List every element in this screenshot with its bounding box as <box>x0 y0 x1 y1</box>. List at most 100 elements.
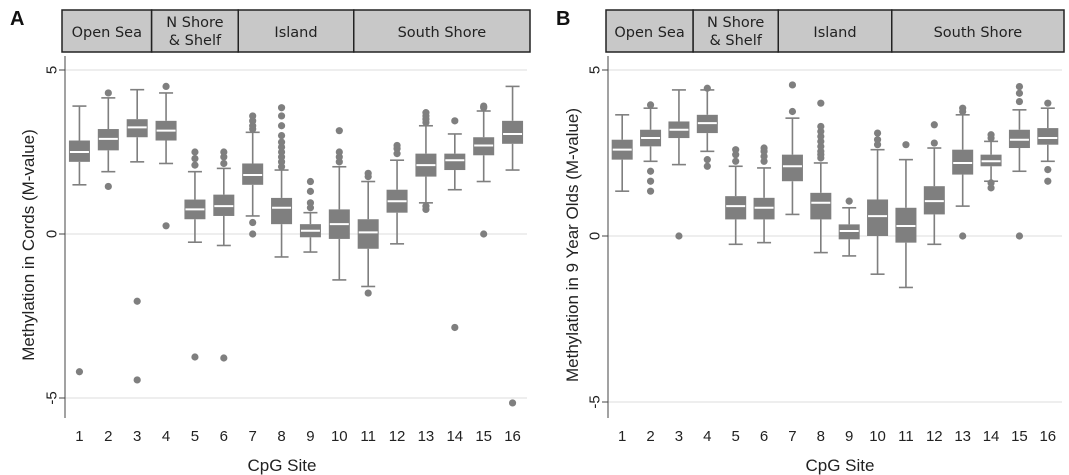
box-body <box>271 197 293 225</box>
box-site-12 <box>923 121 945 246</box>
outlier-point <box>277 112 286 120</box>
x-tick-label: 15 <box>475 428 492 445</box>
x-tick-label: 12 <box>926 428 943 445</box>
outlier-point <box>104 89 112 97</box>
box-site-2 <box>97 89 119 191</box>
x-tick-label: 3 <box>675 428 683 445</box>
outlier-point <box>873 136 882 144</box>
outlier-point <box>451 117 459 125</box>
box-body <box>725 196 747 220</box>
outlier-point <box>760 144 768 152</box>
outlier-point <box>873 129 882 137</box>
box-site-8 <box>810 99 832 254</box>
outlier-point <box>335 148 343 156</box>
outlier-point <box>1015 97 1024 106</box>
x-tick-label: 3 <box>133 428 141 445</box>
outlier-point <box>422 202 430 210</box>
box-site-12 <box>386 141 408 245</box>
outlier-point <box>987 179 995 187</box>
box-site-5 <box>725 146 747 246</box>
outlier-point <box>249 122 257 130</box>
box-site-1 <box>611 114 633 192</box>
x-tick-label: 1 <box>75 428 83 445</box>
panel-letter: A <box>10 8 24 30</box>
outlier-point <box>75 368 84 376</box>
outlier-point <box>732 151 740 159</box>
outlier-point <box>393 150 401 158</box>
x-tick-label: 9 <box>306 428 314 445</box>
outlier-point <box>277 163 286 171</box>
region-label: Open Sea <box>72 25 142 41</box>
box-site-14 <box>980 131 1002 192</box>
outlier-point <box>133 376 141 384</box>
x-tick-label: 6 <box>220 428 228 445</box>
x-tick-label: 16 <box>1039 428 1056 445</box>
x-tick-label: 7 <box>788 428 796 445</box>
x-tick-label: 4 <box>703 428 711 445</box>
x-tick-label: 8 <box>817 428 825 445</box>
outlier-point <box>249 112 257 120</box>
outlier-point <box>306 177 315 186</box>
x-tick-label: 11 <box>360 428 376 445</box>
x-tick-label: 1 <box>618 428 626 445</box>
outlier-point <box>306 187 315 195</box>
outlier-point <box>335 127 343 135</box>
region-strip-cell <box>605 9 694 53</box>
outlier-point <box>220 354 228 362</box>
outlier-point <box>277 104 286 112</box>
outlier-point <box>1044 177 1052 185</box>
outlier-point <box>1015 232 1024 240</box>
box-site-4 <box>696 84 718 170</box>
outlier-point <box>1044 99 1052 107</box>
outlier-point <box>817 99 825 107</box>
x-axis-title: CpG Site <box>806 456 875 475</box>
outlier-point <box>162 222 170 230</box>
outlier-point <box>930 121 938 129</box>
outlier-point <box>817 147 825 155</box>
outlier-point <box>191 353 199 361</box>
outlier-point <box>646 187 655 195</box>
outlier-point <box>191 148 199 156</box>
outlier-point <box>277 122 286 130</box>
box-site-8 <box>271 104 293 258</box>
outlier-point <box>335 158 343 166</box>
region-label: Island <box>274 25 317 41</box>
region-label: South Shore <box>398 25 487 41</box>
box-site-15 <box>1008 83 1030 240</box>
x-tick-label: 13 <box>418 428 435 445</box>
outlier-point <box>364 169 372 177</box>
outlier-point <box>732 146 740 154</box>
outlier-point <box>1015 83 1024 91</box>
outlier-point <box>104 182 112 191</box>
box-body <box>1037 128 1059 145</box>
panel-B: B Open Sea N Shore & Shelf Island South Shore… <box>556 8 1065 475</box>
outlier-point <box>760 152 768 160</box>
outlier-point <box>1015 89 1024 97</box>
box-body <box>357 219 379 249</box>
outlier-point <box>987 184 995 192</box>
x-tick-label: 11 <box>898 428 914 445</box>
box-body <box>810 192 832 220</box>
region-strip-cell <box>891 9 1065 53</box>
outlier-point <box>364 289 372 297</box>
outlier-point <box>873 141 882 149</box>
box-site-13 <box>415 109 437 213</box>
outlier-point <box>788 81 797 89</box>
outlier-point <box>133 297 141 305</box>
outlier-point <box>451 323 459 332</box>
outlier-point <box>817 137 825 145</box>
x-tick-label: 14 <box>983 428 1000 445</box>
outlier-point <box>959 104 967 112</box>
outlier-point <box>817 132 825 140</box>
box-site-13 <box>952 104 974 240</box>
outlier-point <box>508 399 517 407</box>
outlier-point <box>646 177 655 185</box>
outlier-point <box>220 148 228 156</box>
outlier-point <box>191 154 199 163</box>
y-tick-label: -5 <box>586 395 603 408</box>
outlier-point <box>335 153 343 161</box>
outlier-point <box>817 142 825 150</box>
region-strip-cell <box>353 9 531 53</box>
x-axis-title: CpG Site <box>248 456 317 475</box>
